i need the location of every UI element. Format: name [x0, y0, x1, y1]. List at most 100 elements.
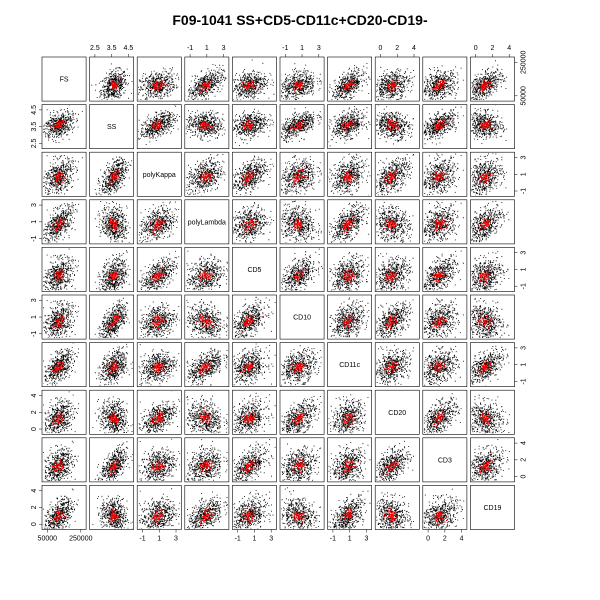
- panel-FS-vs-CD3: [422, 56, 468, 102]
- right-tick-FS: 250000: [521, 51, 528, 74]
- panel-frame: [136, 151, 182, 197]
- panel-SS-vs-polyKappa: [136, 104, 182, 149]
- points-polyKappa-vs-CD10: [281, 155, 322, 196]
- black-points: [94, 441, 133, 481]
- red-points: [51, 169, 65, 187]
- points-CD20-vs-SS: [92, 396, 133, 434]
- black-points: [281, 63, 322, 101]
- red-points: [108, 267, 120, 284]
- left-tick-polyLambda: -1: [31, 235, 38, 241]
- points-CD10-vs-CD20: [376, 299, 414, 339]
- points-SS-vs-CD19: [471, 105, 508, 144]
- panel-frame: [136, 342, 182, 388]
- panel-frame: [41, 151, 87, 197]
- panel-frame: [136, 199, 182, 245]
- panel-CD20-vs-CD19: [470, 389, 515, 435]
- red-points: [292, 79, 306, 91]
- panel-FS-vs-FS: FS: [41, 56, 87, 102]
- panel-CD20-vs-CD5: [232, 389, 277, 435]
- red-points: [290, 215, 308, 233]
- black-points: [328, 106, 371, 147]
- red-points: [152, 119, 166, 130]
- black-points: [43, 248, 79, 291]
- top-tick-SS: 3.5: [107, 45, 117, 52]
- panel-SS-vs-CD3: [422, 104, 468, 149]
- red-points: [385, 118, 399, 132]
- red-points: [433, 217, 451, 232]
- points-polyLambda-vs-CD10: [281, 200, 322, 243]
- points-FS-vs-CD3: [423, 65, 464, 101]
- panel-FS-vs-CD5: [232, 56, 277, 102]
- panel-frame: [279, 342, 325, 388]
- panel-frame: [422, 437, 468, 483]
- panel-frame: [374, 247, 420, 292]
- panel-CD19-vs-FS: [41, 485, 87, 530]
- top-tick-CD10: 3: [317, 45, 321, 52]
- points-polyLambda-vs-FS: [43, 202, 79, 243]
- panel-polyKappa-vs-CD11c: [327, 151, 373, 197]
- panel-CD19-vs-CD11c: [327, 485, 373, 530]
- panel-frame: [41, 247, 87, 292]
- panel-frame: [232, 247, 277, 292]
- red-points: [477, 310, 494, 332]
- panel-frame: [89, 151, 134, 197]
- panel-CD10-vs-CD10: CD10: [279, 294, 325, 340]
- panel-frame: [184, 199, 230, 245]
- red-points: [194, 118, 215, 132]
- black-points: [376, 344, 414, 386]
- panel-frame: [327, 294, 373, 340]
- black-points: [185, 299, 228, 339]
- points-CD5-vs-polyKappa: [138, 250, 180, 291]
- panel-CD3-vs-FS: [41, 437, 87, 483]
- panel-CD3-vs-CD11c: [327, 437, 373, 483]
- red-points: [431, 165, 447, 185]
- diagonal-label-CD3: CD3: [438, 457, 452, 464]
- panel-CD5-vs-CD19: [470, 247, 515, 292]
- panel-CD5-vs-CD3: [422, 247, 468, 292]
- points-polyKappa-vs-CD3: [423, 153, 464, 196]
- points-polyKappa-vs-CD11c: [328, 153, 371, 196]
- panel-CD3-vs-CD10: [279, 437, 325, 483]
- panel-CD10-vs-CD19: [470, 294, 515, 340]
- points-polyKappa-vs-CD20: [376, 154, 414, 196]
- points-CD19-vs-CD20: [376, 492, 414, 529]
- panel-frame: [232, 199, 277, 245]
- points-CD19-vs-SS: [92, 495, 133, 529]
- panel-FS-vs-CD10: [279, 56, 325, 102]
- panel-frame: [470, 104, 515, 149]
- diagonal-label-SS: SS: [107, 124, 117, 131]
- black-points: [328, 153, 371, 196]
- left-tick-SS: 3.5: [31, 122, 38, 132]
- panel-frame: [89, 389, 134, 435]
- black-points: [185, 64, 227, 101]
- bottom-tick-CD3: 0: [426, 536, 430, 543]
- panel-FS-vs-polyLambda: [184, 56, 230, 102]
- points-polyLambda-vs-polyKappa: [138, 201, 180, 243]
- panel-frame: [374, 199, 420, 245]
- black-points: [281, 487, 321, 529]
- panel-frame: [279, 294, 325, 340]
- panels-group: FS SS polyKappa polyLambda CD5 CD10 CD11c CD20 C…: [41, 56, 515, 530]
- points-CD10-vs-SS: [94, 297, 130, 339]
- points-CD3-vs-polyLambda: [185, 439, 228, 481]
- right-tick-CD3: 2: [521, 458, 528, 462]
- red-points: [150, 312, 167, 330]
- panel-CD10-vs-polyKappa: [136, 294, 182, 340]
- points-CD11c-vs-CD5: [233, 343, 276, 386]
- points-SS-vs-polyKappa: [138, 105, 181, 145]
- right-tick-CD3: 4: [521, 441, 528, 445]
- panel-SS-vs-polyLambda: [184, 104, 230, 149]
- axes-group: 50000 250000 50000 250000 2.5 3.5 4.5 2.5 3.5 4.5…: [31, 45, 528, 543]
- red-points: [242, 169, 258, 185]
- panel-polyLambda-vs-CD10: [279, 199, 325, 245]
- left-tick-SS: 2.5: [31, 138, 38, 148]
- black-points: [233, 105, 275, 146]
- panel-polyKappa-vs-CD3: [422, 151, 468, 197]
- right-tick-CD5: 3: [521, 251, 528, 255]
- panel-frame: [422, 151, 468, 197]
- panel-CD11c-vs-polyKappa: [136, 342, 182, 388]
- panel-frame: [232, 437, 277, 483]
- panel-frame: [374, 342, 420, 388]
- black-points: [376, 253, 414, 291]
- panel-CD20-vs-CD3: [422, 389, 468, 435]
